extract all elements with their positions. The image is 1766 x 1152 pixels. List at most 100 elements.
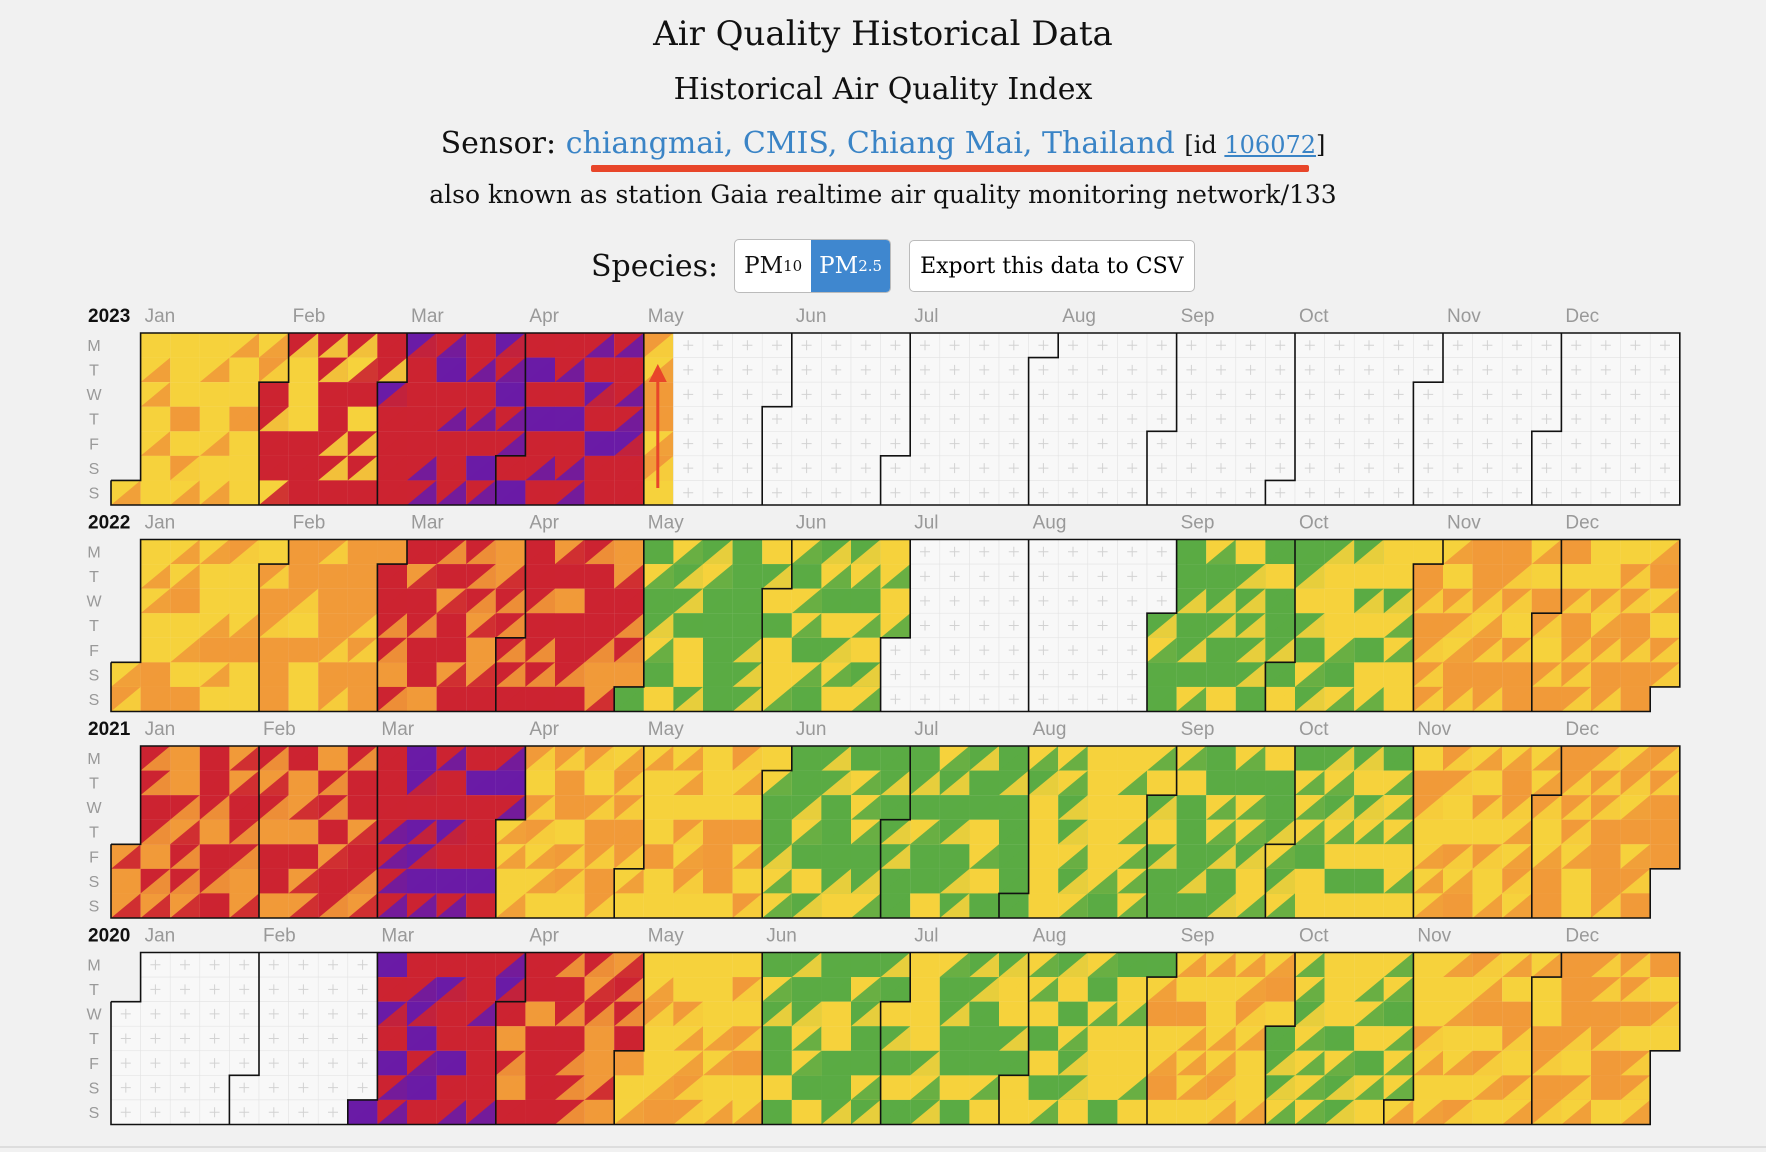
month-label: Feb — [263, 926, 296, 947]
day-cell-half — [347, 431, 378, 456]
day-cell-cross — [1245, 463, 1256, 474]
month-label: Apr — [529, 926, 559, 947]
day-cell-half — [1147, 844, 1177, 869]
day-cell-half — [1531, 588, 1562, 614]
day-cell-half — [673, 1026, 703, 1051]
day-cell-half — [732, 1099, 763, 1125]
day-cell-half — [525, 480, 555, 505]
day-cell-cross — [742, 340, 753, 351]
day-cell-half — [1087, 795, 1118, 820]
day-cell-half — [318, 539, 348, 565]
day-cell-half — [673, 893, 703, 918]
day-cell-half — [436, 1001, 467, 1027]
day-cell-cross — [1245, 487, 1256, 498]
day-cell-half — [495, 637, 526, 663]
month-boundary — [1531, 952, 1563, 1125]
day-cell-half — [1502, 637, 1532, 663]
day-cell-cross — [1423, 340, 1434, 351]
day-cell-half — [1531, 1001, 1562, 1027]
day-cell-half — [880, 1099, 911, 1125]
day-cell-cross — [1571, 340, 1582, 351]
weekday-label: M — [87, 751, 100, 768]
day-cell-half — [1502, 893, 1532, 918]
day-cell-half — [1531, 746, 1562, 771]
day-cell-half — [288, 588, 319, 614]
day-cell-half — [1147, 637, 1177, 663]
day-cell-half — [880, 893, 911, 918]
day-cell-half — [762, 893, 792, 918]
day-cell-cross — [1008, 487, 1019, 498]
day-cell-half — [1087, 868, 1118, 894]
day-cell-cross — [1364, 364, 1374, 375]
day-cell-half — [1472, 1075, 1503, 1100]
day-cell-half — [1502, 746, 1532, 771]
day-cell-half — [1058, 1026, 1088, 1051]
day-cell-cross — [1364, 438, 1374, 449]
day-cell-half — [732, 686, 763, 712]
day-cell-half — [495, 686, 526, 712]
day-cell-half — [1265, 662, 1295, 687]
day-cell-half — [170, 382, 200, 407]
day-cell-cross — [357, 1033, 368, 1044]
day-cell-half — [1206, 539, 1236, 565]
day-cell-half — [495, 770, 526, 796]
weekday-label: S — [89, 692, 100, 709]
species-row: Species: PM 10 PM 2.5 Export this data to … — [591, 239, 1195, 293]
day-cell-half — [1295, 952, 1325, 978]
day-cell-cross — [979, 620, 990, 631]
day-cell-cross — [1571, 389, 1582, 400]
day-cell-half — [821, 746, 851, 771]
export-csv-button[interactable]: Export this data to CSV — [909, 240, 1195, 292]
day-cell-half — [1028, 746, 1059, 771]
day-cell-half — [525, 357, 555, 383]
day-cell-half — [407, 480, 437, 505]
day-cell-half — [1354, 795, 1384, 820]
sensor-id-link[interactable]: 106072 — [1224, 131, 1317, 159]
day-cell-half — [1176, 746, 1207, 771]
day-cell-half — [1028, 795, 1059, 820]
day-cell-cross — [683, 463, 694, 474]
day-cell-cross — [1660, 487, 1670, 498]
day-cell-half — [347, 613, 378, 638]
month-label: Jun — [796, 306, 827, 327]
species-pm25-button[interactable]: PM 2.5 — [811, 240, 891, 292]
day-cell-half — [318, 588, 348, 614]
day-cell-half — [495, 1026, 526, 1051]
day-cell-half — [1472, 1026, 1503, 1051]
day-cell-half — [1561, 686, 1591, 712]
day-cell-half — [377, 1026, 407, 1051]
day-cell-cross — [831, 364, 842, 375]
day-cell-half — [1591, 564, 1621, 589]
day-cell-half — [880, 1075, 911, 1100]
day-cell-cross — [1068, 546, 1078, 557]
day-cell-half — [1117, 1050, 1147, 1076]
day-cell-half — [1117, 1001, 1147, 1027]
day-cell-half — [1176, 952, 1207, 978]
sensor-name-link[interactable]: chiangmai, CMIS, Chiang Mai, Thailand — [565, 126, 1175, 161]
day-cell-half — [999, 746, 1029, 771]
month-boundary — [879, 539, 911, 712]
day-cell-half — [229, 382, 259, 407]
day-cell-half — [1591, 844, 1621, 869]
day-cell-cross — [1482, 487, 1493, 498]
day-cell-half — [1502, 819, 1532, 845]
day-cell-half — [259, 333, 289, 358]
day-cell-half — [1058, 795, 1088, 820]
day-cell-half — [851, 588, 881, 614]
day-cell-half — [1354, 1099, 1384, 1125]
day-cell-half — [1472, 844, 1503, 869]
day-cell-half — [1176, 539, 1207, 565]
month-label: Apr — [529, 513, 559, 534]
day-cell-cross — [150, 1082, 161, 1093]
day-cell-half — [288, 431, 319, 456]
species-pm10-button[interactable]: PM 10 — [735, 240, 811, 292]
day-cell-cross — [949, 571, 960, 582]
day-cell-half — [259, 662, 289, 687]
day-cell-half — [703, 844, 733, 869]
day-cell-half — [910, 1001, 940, 1027]
day-cell-cross — [979, 364, 990, 375]
day-cell-half — [821, 1026, 851, 1051]
day-cell-half — [1383, 1026, 1414, 1051]
day-cell-half — [939, 893, 970, 918]
day-cell-cross — [1600, 340, 1611, 351]
